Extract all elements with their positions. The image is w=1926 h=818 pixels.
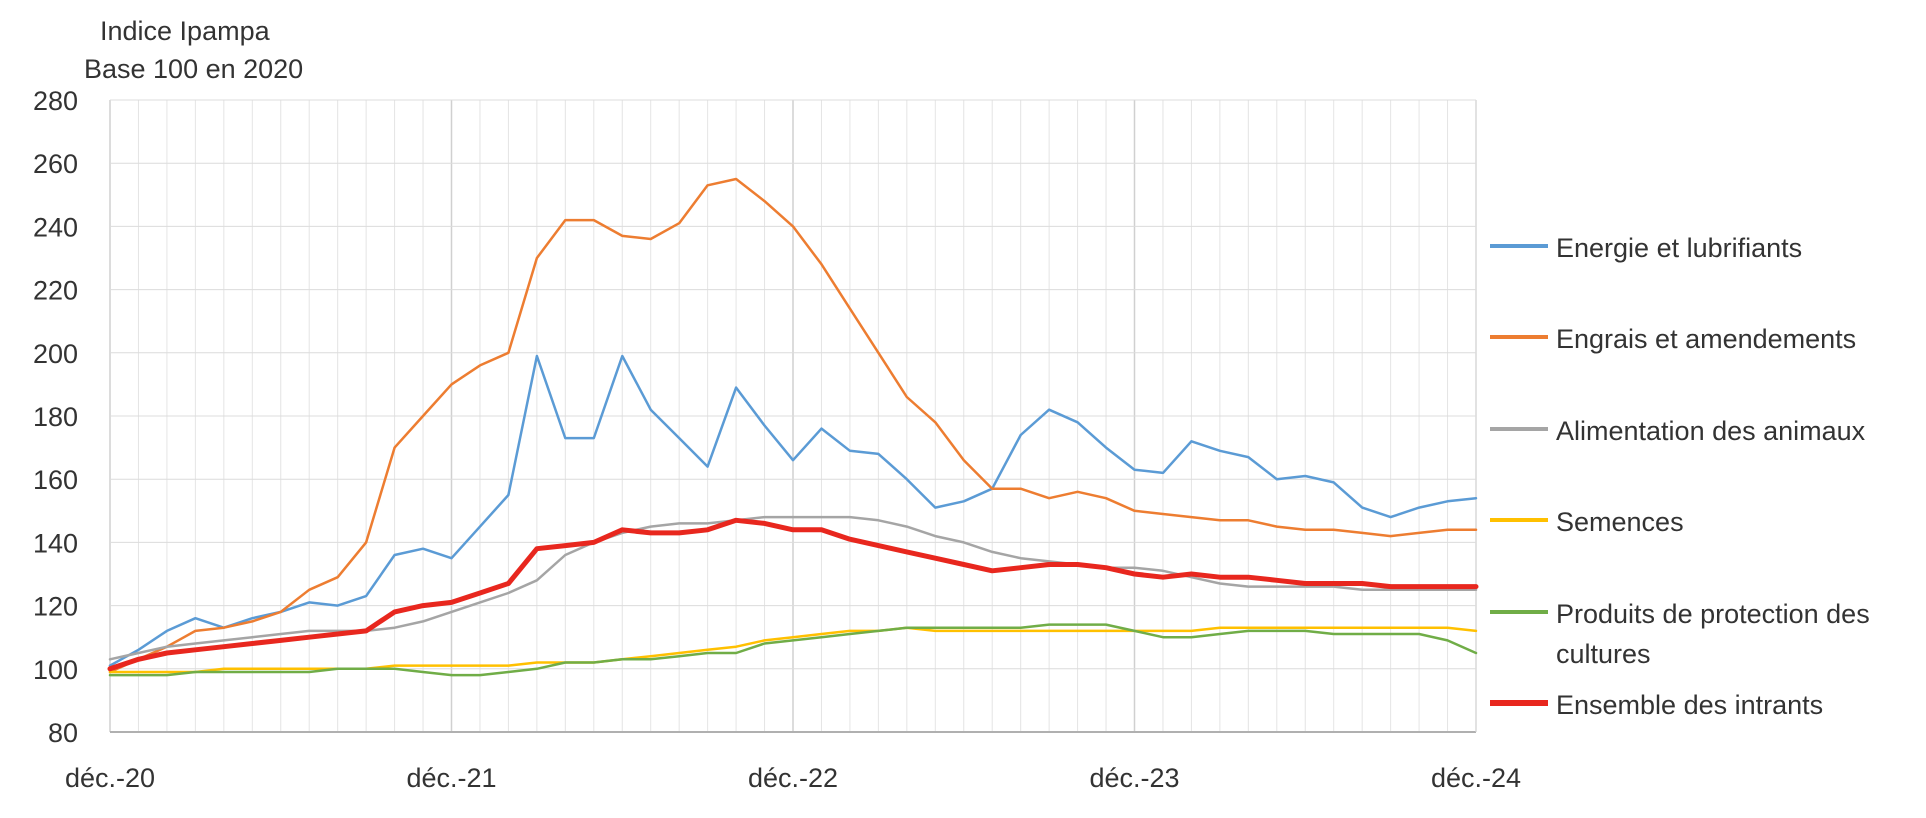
series-line-energie-et-lubrifiants	[108, 354, 1478, 667]
legend-item-ensemble: Ensemble des intrants	[1490, 685, 1926, 725]
x-tick-label: déc.-24	[1431, 763, 1521, 793]
y-tick-label: 220	[33, 276, 78, 306]
series-line-ensemble-des-intrants	[107, 517, 1479, 672]
grid-lines	[109, 99, 1477, 733]
legend-label: Energie et lubrifiants	[1556, 233, 1803, 263]
y-tick-label: 280	[33, 86, 78, 116]
y-tick-label: 120	[33, 592, 78, 622]
legend-item-engrais: Engrais et amendements	[1490, 319, 1926, 359]
y-axis-title-line-2: Base 100 en 2020	[84, 54, 304, 84]
x-tick-label: déc.-21	[406, 763, 496, 793]
legend-swatch	[1490, 518, 1548, 522]
legend-swatch	[1490, 610, 1548, 614]
y-tick-label: 240	[33, 212, 78, 242]
legend-item-produits: Produits de protection des cultures	[1490, 594, 1926, 674]
legend-swatch	[1490, 427, 1548, 431]
legend-label: Ensemble des intrants	[1556, 690, 1824, 720]
series-lines	[107, 177, 1479, 677]
legend-item-alimentation: Alimentation des animaux	[1490, 411, 1926, 451]
legend-label: Alimentation des animaux	[1556, 416, 1866, 446]
y-tick-label: 80	[48, 718, 78, 748]
x-tick-label: déc.-23	[1089, 763, 1179, 793]
y-tick-label: 100	[33, 655, 78, 685]
x-axis: déc.-20 déc.-21 déc.-22 déc.-23 déc.-24	[65, 763, 1521, 793]
legend-item-semences: Semences	[1490, 502, 1926, 542]
y-axis: 80 100 120 140 160 180 200 220 240 260 280	[33, 86, 78, 748]
x-tick-label: déc.-22	[748, 763, 838, 793]
x-tick-label: déc.-20	[65, 763, 155, 793]
legend-swatch	[1490, 244, 1548, 248]
series-line-engrais-et-amendements	[108, 177, 1478, 674]
legend-item-energie: Energie et lubrifiants	[1490, 228, 1926, 268]
y-tick-label: 160	[33, 465, 78, 495]
series-line-alimentation-des-animaux	[108, 515, 1478, 661]
y-tick-label: 200	[33, 339, 78, 369]
legend-label: Engrais et amendements	[1556, 324, 1857, 354]
y-tick-label: 260	[33, 149, 78, 179]
y-axis-title-line-1: Indice Ipampa	[100, 16, 270, 46]
legend-label: Semences	[1556, 507, 1684, 537]
legend-label: Produits de protection des cultures	[1556, 599, 1870, 669]
series-line-produits-de-protection-des-cultures	[108, 623, 1478, 677]
y-tick-label: 180	[33, 402, 78, 432]
chart-legend: Energie et lubrifiants Engrais et amende…	[1490, 0, 1926, 818]
legend-swatch	[1490, 335, 1548, 339]
legend-swatch	[1490, 700, 1548, 706]
y-tick-label: 140	[33, 528, 78, 558]
